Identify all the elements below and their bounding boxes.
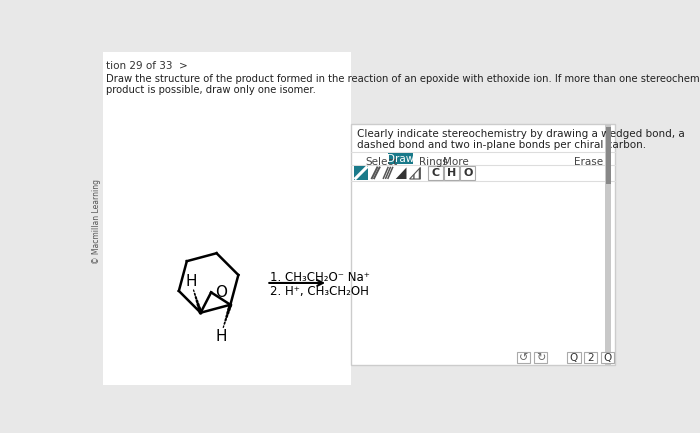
Text: Erase: Erase: [575, 158, 603, 168]
Bar: [584, 352, 598, 363]
Text: H: H: [186, 274, 197, 289]
Polygon shape: [395, 168, 407, 179]
Text: 2. H⁺, CH₃CH₂OH: 2. H⁺, CH₃CH₂OH: [270, 285, 369, 298]
Bar: [388, 153, 414, 165]
Text: O: O: [463, 168, 473, 178]
Text: Draw the structure of the product formed in the reaction of an epoxide with etho: Draw the structure of the product formed…: [106, 74, 700, 84]
Text: ↻: ↻: [536, 352, 545, 363]
Text: 2: 2: [587, 352, 594, 363]
Bar: [517, 352, 531, 363]
Bar: [601, 352, 615, 363]
Text: 1. CH₃CH₂O⁻ Na⁺: 1. CH₃CH₂O⁻ Na⁺: [270, 271, 370, 284]
Bar: [605, 123, 611, 365]
Text: Q: Q: [570, 352, 578, 363]
Text: More: More: [444, 158, 469, 168]
Bar: [533, 352, 547, 363]
Text: tion 29 of 33  >: tion 29 of 33 >: [106, 61, 188, 71]
Text: Clearly indicate stereochemistry by drawing a wedged bond, a: Clearly indicate stereochemistry by draw…: [357, 129, 685, 139]
Bar: [567, 352, 580, 363]
Bar: [606, 126, 610, 184]
Text: C: C: [431, 168, 440, 178]
Text: ↺: ↺: [519, 352, 528, 363]
Text: O: O: [215, 285, 227, 300]
Text: H: H: [447, 168, 456, 178]
Bar: [354, 166, 368, 180]
Bar: [461, 166, 475, 180]
Text: Draw: Draw: [386, 154, 414, 164]
Text: dashed bond and two in-plane bonds per chiral carbon.: dashed bond and two in-plane bonds per c…: [357, 140, 646, 150]
Text: © Macmillan Learning: © Macmillan Learning: [92, 179, 101, 264]
Bar: [428, 166, 442, 180]
Bar: [351, 123, 615, 365]
Text: product is possible, draw only one isomer.: product is possible, draw only one isome…: [106, 85, 316, 95]
Text: H: H: [216, 329, 227, 344]
Text: Q: Q: [603, 352, 612, 363]
Bar: [444, 166, 459, 180]
Bar: [103, 52, 351, 385]
Text: Select: Select: [365, 158, 397, 168]
Text: Rings: Rings: [419, 158, 448, 168]
